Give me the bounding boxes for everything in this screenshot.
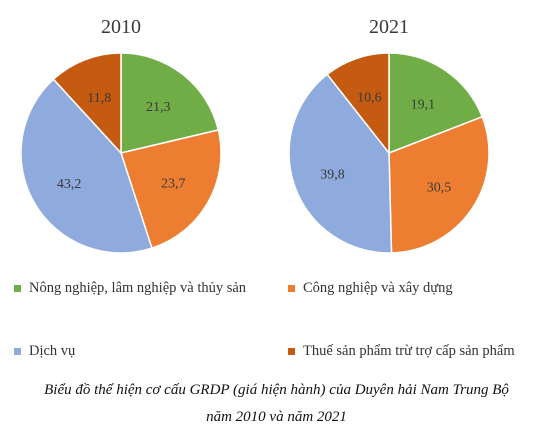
legend-swatch-taxes bbox=[288, 348, 295, 355]
legend-label-taxes: Thuế sản phẩm trừ trợ cấp sản phẩm bbox=[303, 343, 515, 359]
legend-swatch-services bbox=[14, 348, 21, 355]
slice-2021-agriculture bbox=[388, 52, 484, 155]
slice-label-2010-agriculture: 21,3 bbox=[146, 100, 171, 115]
legend-label-agriculture: Nông nghiệp, lâm nghiệp và thủy sản bbox=[29, 280, 247, 296]
caption-line-1: Biểu đồ thể hiện cơ cấu GRDP (giá hiện h… bbox=[44, 382, 509, 398]
legend-swatch-agriculture bbox=[14, 285, 21, 292]
slice-label-2021-agriculture: 19,1 bbox=[411, 97, 436, 112]
slice-label-2021-services: 39,8 bbox=[320, 167, 345, 182]
legend-label-services: Dịch vụ bbox=[29, 343, 76, 359]
legend-item-agriculture: Nông nghiệp, lâm nghiệp và thủy sản bbox=[14, 280, 246, 297]
legend-item-industry: Công nghiệp và xây dựng bbox=[288, 280, 453, 297]
caption-line-2: năm 2010 và năm 2021 bbox=[206, 409, 347, 425]
slice-2010-services bbox=[20, 78, 153, 254]
slice-label-2021-taxes: 10,6 bbox=[357, 90, 382, 105]
slice-2010-taxes bbox=[52, 52, 122, 155]
slice-label-2010-industry: 23,7 bbox=[161, 176, 186, 191]
legend-swatch-industry bbox=[288, 285, 295, 292]
slice-2021-services bbox=[288, 73, 393, 254]
slice-2010-agriculture bbox=[120, 52, 220, 154]
legend-label-industry: Công nghiệp và xây dựng bbox=[303, 280, 453, 296]
slice-2021-taxes bbox=[326, 52, 390, 156]
slice-label-2021-industry: 30,5 bbox=[427, 180, 452, 195]
slice-2021-industry bbox=[388, 115, 490, 254]
legend-item-taxes: Thuế sản phẩm trừ trợ cấp sản phẩm bbox=[288, 343, 515, 360]
pie-chart-2021: 2021 19,1 30,5 39,8 10,6 bbox=[288, 16, 490, 254]
legend-item-services: Dịch vụ bbox=[14, 343, 75, 360]
slice-label-2010-services: 43,2 bbox=[57, 177, 82, 192]
pie-title-2021: 2021 bbox=[369, 16, 409, 38]
pie-chart-2010: 2010 21,3 23,7 43,2 11,8 bbox=[20, 16, 222, 254]
slice-2010-industry bbox=[120, 129, 222, 250]
slice-label-2010-taxes: 11,8 bbox=[87, 91, 111, 106]
pie-title-2010: 2010 bbox=[101, 16, 141, 38]
